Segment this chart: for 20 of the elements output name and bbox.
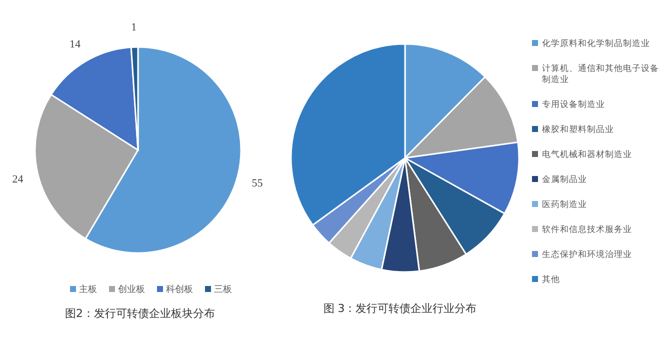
legend-label: 金属制品业: [542, 174, 587, 185]
legend-label: 医药制造业: [542, 199, 587, 210]
legend-label: 创业板: [118, 284, 145, 295]
legend-label: 主板: [79, 284, 97, 295]
legend-label: 电气机械和器材制造业: [542, 149, 632, 160]
legend-label: 科创板: [166, 284, 193, 295]
legend-label: 橡胶和塑料制品业: [542, 124, 614, 135]
data-label: 1: [131, 21, 137, 34]
legend-label: 生态保护和环境治理业: [542, 249, 632, 260]
legend-label: 其他: [542, 274, 560, 285]
data-label: 14: [70, 38, 82, 51]
text: 图2：发行可转债企业板块分布: [65, 307, 215, 320]
legend-label: 专用设备制造业: [542, 99, 605, 110]
text: 图 3：发行可转债企业行业分布: [323, 302, 477, 315]
legend-label: 三板: [214, 284, 232, 295]
legend-label: 软件和信息技术服务业: [542, 224, 632, 235]
legend-label: 计算机、通信和其他电子设备制造业: [542, 63, 659, 85]
legend-label: 化学原料和化学制品制造业: [542, 38, 650, 49]
data-label: 55: [252, 178, 264, 190]
data-label: 24: [12, 174, 24, 186]
